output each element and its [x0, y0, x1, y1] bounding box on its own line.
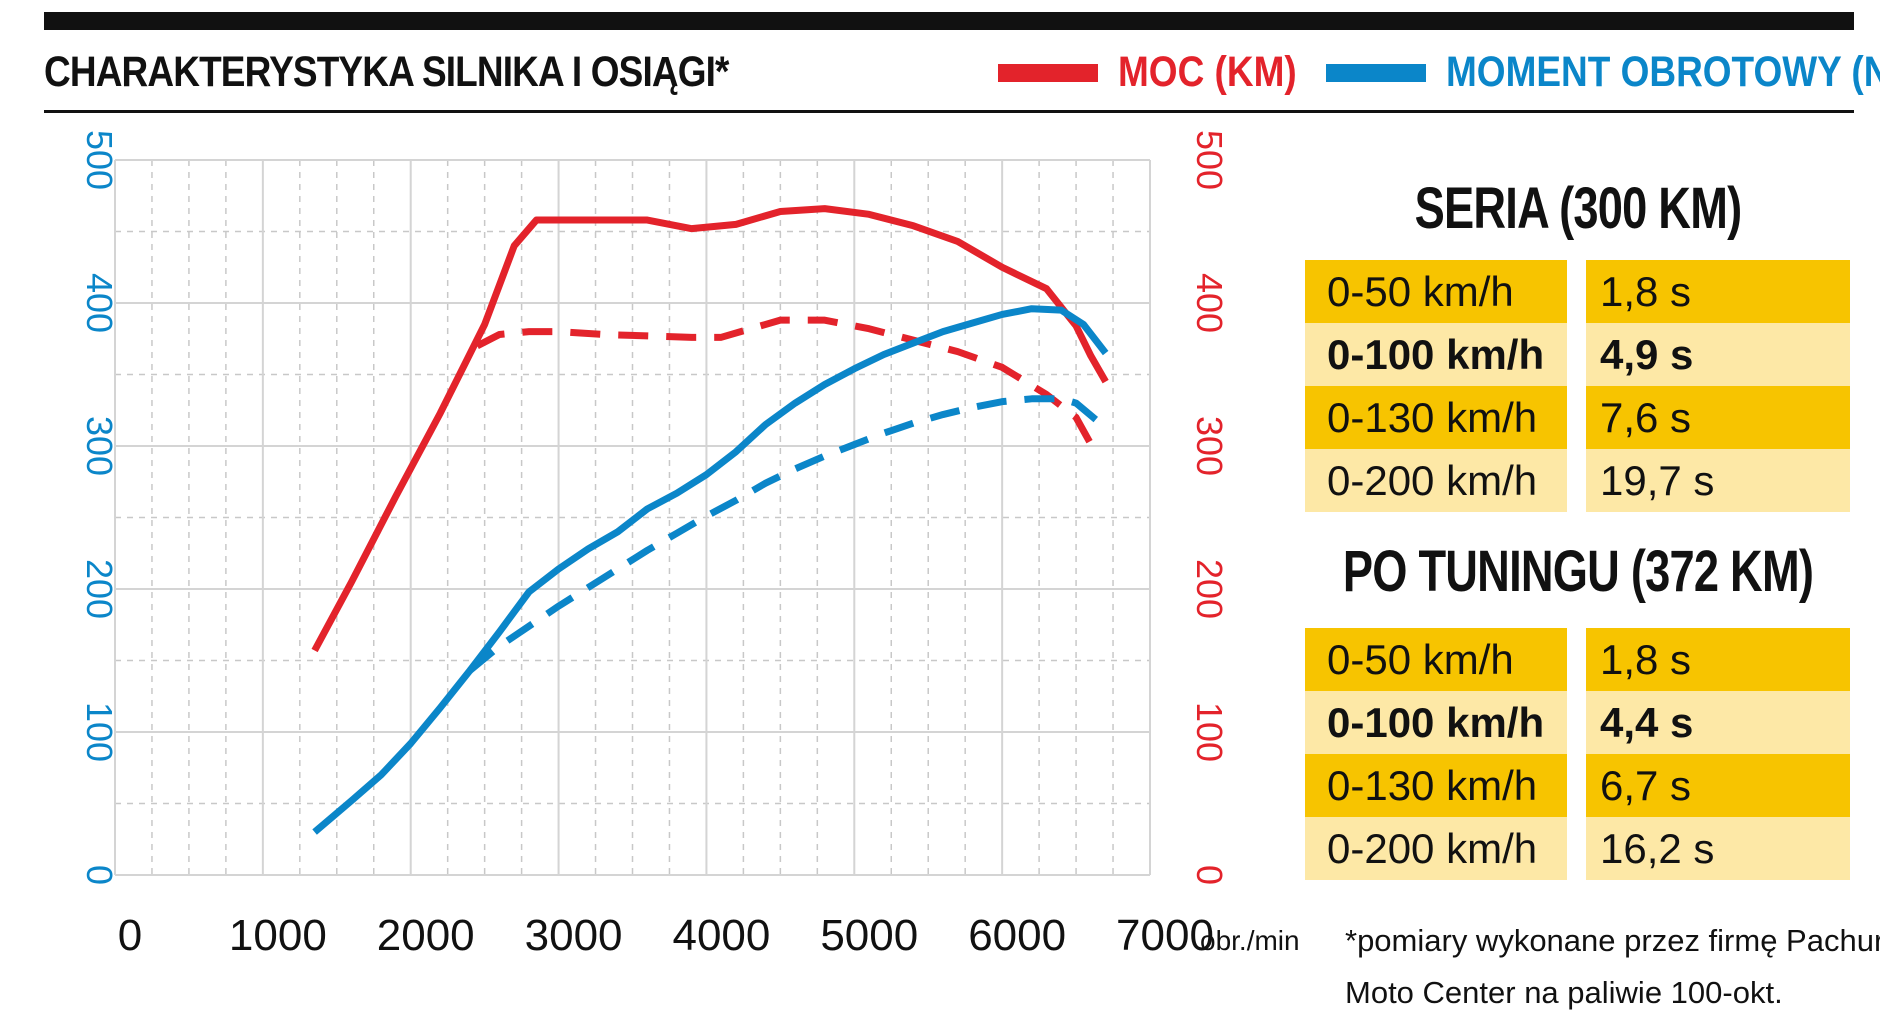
row-value: 6,7 s [1586, 754, 1850, 817]
table-row: 0-130 km/h 7,6 s [1305, 386, 1850, 449]
y-left-tick-label: 100 [79, 702, 120, 762]
table-row: 0-100 km/h 4,4 s [1305, 691, 1850, 754]
row-label: 0-200 km/h [1305, 449, 1567, 512]
footnote-line-2: Moto Center na paliwie 100-okt. [1345, 975, 1783, 1010]
row-label: 0-130 km/h [1305, 386, 1567, 449]
table-title-stock: SERIA (300 KM) [1414, 176, 1743, 241]
y-right-tick-label: 500 [1189, 130, 1230, 190]
legend-power-label: MOC (KM) [1118, 48, 1297, 96]
y-right-tick-label: 0 [1189, 865, 1230, 885]
row-value: 7,6 s [1586, 386, 1850, 449]
y-right-tick-label: 300 [1189, 416, 1230, 476]
row-label: 0-100 km/h [1305, 323, 1567, 386]
y-left-tick-label: 300 [79, 416, 120, 476]
table-row: 0-130 km/h 6,7 s [1305, 754, 1850, 817]
legend-power: MOC (KM) [998, 48, 1326, 97]
x-tick-label: 7000 [1116, 911, 1214, 960]
y-right-tick-label: 200 [1189, 559, 1230, 619]
table-row: 0-100 km/h 4,9 s [1305, 323, 1850, 386]
legend-torque-label: MOMENT OBROTOWY (Nm) [1446, 48, 1880, 96]
table-stock: 0-50 km/h 1,8 s 0-100 km/h 4,9 s 0-130 k… [1305, 260, 1850, 512]
table-row: 0-50 km/h 1,8 s [1305, 260, 1850, 323]
x-tick-label: 3000 [525, 911, 623, 960]
x-tick-label: 2000 [377, 911, 475, 960]
legend-torque-swatch [1326, 63, 1426, 82]
y-left-tick-label: 500 [79, 130, 120, 190]
x-unit-label: obr./min [1200, 925, 1300, 956]
row-value: 4,4 s [1586, 691, 1850, 754]
power-solid-line [311, 205, 1109, 653]
power-dashed-line [475, 316, 1102, 460]
y-left-tick-label: 0 [79, 865, 120, 885]
y-left-tick-label: 200 [79, 559, 120, 619]
x-tick-label: 1000 [229, 911, 327, 960]
page-title: CHARAKTERYSTYKA SILNIKA I OSIĄGI* [44, 48, 729, 96]
row-value: 4,9 s [1586, 323, 1850, 386]
legend-power-swatch [998, 63, 1098, 82]
table-row: 0-200 km/h 19,7 s [1305, 449, 1850, 512]
legend-torque: MOMENT OBROTOWY (Nm) [1326, 48, 1880, 97]
header-rule [44, 110, 1854, 113]
x-tick-label: 0 [118, 911, 142, 960]
row-value: 19,7 s [1586, 449, 1850, 512]
row-value: 16,2 s [1586, 817, 1850, 880]
torque-dashed-line [467, 395, 1101, 674]
row-value: 1,8 s [1586, 260, 1850, 323]
row-label: 0-50 km/h [1305, 260, 1567, 323]
y-right-tick-label: 400 [1189, 273, 1230, 333]
table-row: 0-50 km/h 1,8 s [1305, 628, 1850, 691]
x-tick-label: 6000 [968, 911, 1066, 960]
table-tuned: 0-50 km/h 1,8 s 0-100 km/h 4,4 s 0-130 k… [1305, 628, 1850, 880]
table-title-tuned: PO TUNINGU (372 KM) [1342, 539, 1814, 604]
torque-solid-line [312, 305, 1109, 835]
top-bar [44, 12, 1854, 30]
row-label: 0-130 km/h [1305, 754, 1567, 817]
row-value: 1,8 s [1586, 628, 1850, 691]
footnote: *pomiary wykonane przez firmę Pachura Mo… [1345, 915, 1880, 1019]
footnote-line-1: *pomiary wykonane przez firmę Pachura [1345, 923, 1880, 958]
row-label: 0-50 km/h [1305, 628, 1567, 691]
table-row: 0-200 km/h 16,2 s [1305, 817, 1850, 880]
y-left-tick-label: 400 [79, 273, 120, 333]
x-tick-label: 5000 [820, 911, 918, 960]
y-right-tick-label: 100 [1189, 702, 1230, 762]
row-label: 0-100 km/h [1305, 691, 1567, 754]
row-label: 0-200 km/h [1305, 817, 1567, 880]
x-tick-label: 4000 [672, 911, 770, 960]
